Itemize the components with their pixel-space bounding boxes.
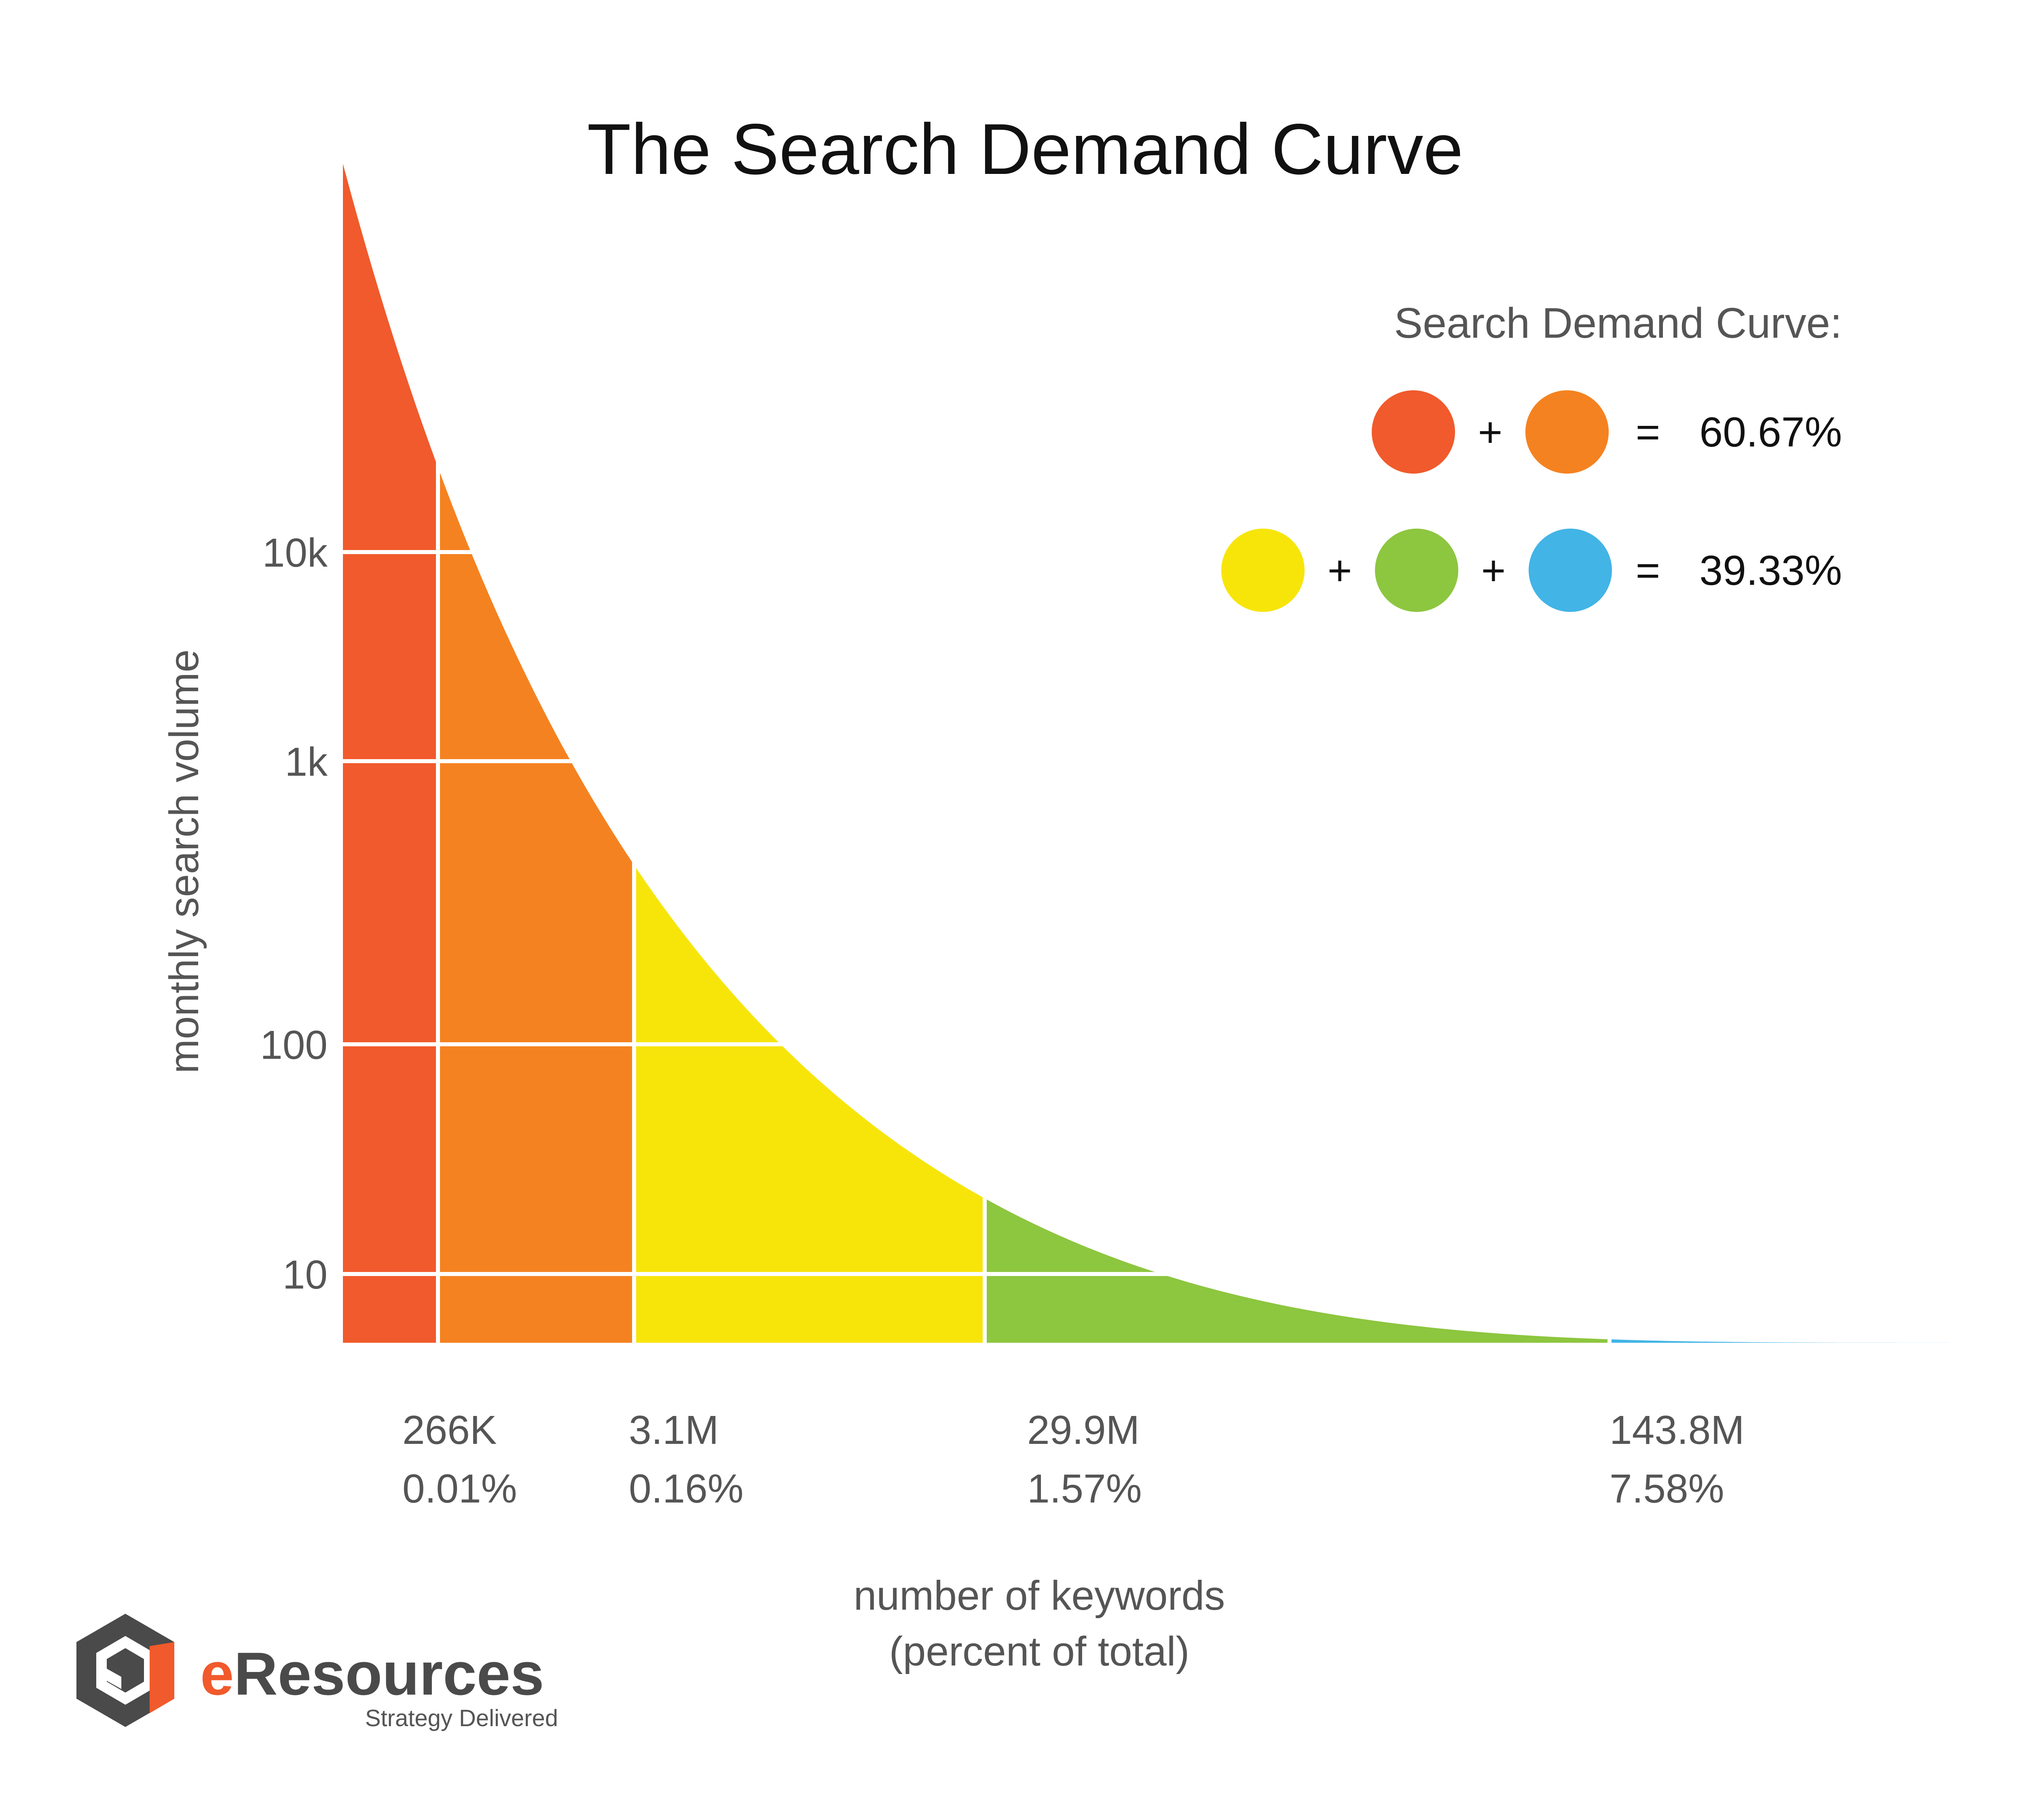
logo-wordmark-accent: e — [200, 1640, 234, 1708]
legend-row-1-plus-1: + — [1478, 409, 1503, 456]
y-tick-labels: 10 100 1k 10k — [260, 530, 343, 1297]
boundary-1-percent: 0.01% — [402, 1466, 517, 1511]
boundary-3-keywords: 29.9M — [1027, 1407, 1140, 1453]
logo-tagline: Strategy Delivered — [365, 1705, 558, 1731]
boundary-4-keywords: 143.8M — [1610, 1407, 1745, 1453]
segment-3 — [634, 164, 985, 1343]
legend-row-1-equals: = — [1636, 409, 1660, 456]
y-tick-label-10k: 10k — [262, 530, 328, 576]
boundary-3-percent: 1.57% — [1027, 1466, 1142, 1511]
y-tick-label-10: 10 — [283, 1252, 328, 1297]
boundary-1-keywords: 266K — [402, 1407, 497, 1453]
legend: Search Demand Curve: + = 60.67% + + = 39.33% — [1221, 299, 1842, 612]
legend-title: Search Demand Curve: — [1394, 299, 1842, 347]
legend-row-2-swatch-1 — [1221, 529, 1305, 612]
x-axis-label-line-2: (percent of total) — [889, 1628, 1190, 1674]
logo-wordmark-rest: Resources — [234, 1640, 544, 1708]
logo-cube-icon — [76, 1614, 174, 1727]
segment-1 — [343, 164, 438, 1343]
legend-row-2-plus-2: + — [1481, 547, 1506, 594]
y-tick-label-1k: 1k — [285, 739, 328, 785]
boundary-2-keywords: 3.1M — [629, 1407, 719, 1453]
boundary-labels: 266K 0.01% 3.1M 0.16% 29.9M 1.57% 143.8M 7.58% — [402, 1407, 1745, 1511]
boundary-2-percent: 0.16% — [629, 1466, 744, 1511]
logo-wordmark: eResources — [200, 1640, 544, 1708]
legend-row-2-swatch-3 — [1529, 529, 1612, 612]
segment-2 — [438, 164, 634, 1343]
y-tick-label-100: 100 — [260, 1022, 328, 1068]
legend-row-1-swatch-2 — [1525, 390, 1609, 474]
legend-row-2-plus-1: + — [1328, 547, 1352, 594]
legend-row-1-value: 60.67% — [1699, 409, 1842, 456]
boundary-4-percent: 7.58% — [1610, 1466, 1724, 1511]
legend-row-2-equals: = — [1636, 547, 1660, 594]
y-axis-label: monthly search volume — [161, 650, 207, 1074]
chart-title: The Search Demand Curve — [587, 109, 1464, 189]
eresources-logo: eResources Strategy Delivered — [76, 1614, 558, 1731]
legend-row-2-swatch-2 — [1375, 529, 1458, 612]
x-axis-label-line-1: number of keywords — [854, 1572, 1225, 1619]
legend-row-1-swatch-1 — [1372, 390, 1455, 474]
legend-row-2-value: 39.33% — [1699, 547, 1842, 594]
